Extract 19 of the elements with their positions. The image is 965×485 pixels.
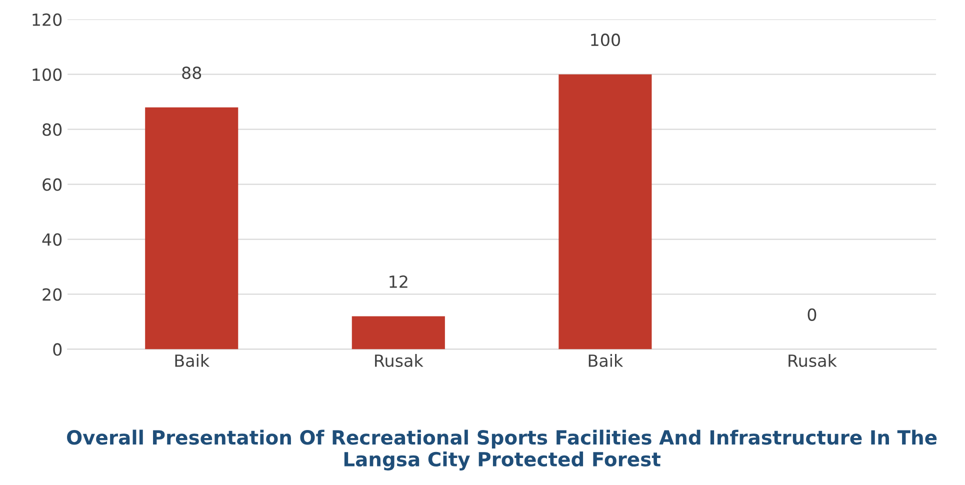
y-tick-label: 100 (32, 68, 62, 81)
x-tick-label: Baik (588, 354, 624, 367)
y-tick-label: 20 (42, 288, 62, 301)
data-label: 100 (591, 34, 620, 46)
data-label: 12 (390, 275, 408, 288)
y-tick-label: 0 (53, 343, 62, 356)
bar (145, 107, 238, 350)
x-tick-label: Baik (175, 354, 210, 367)
y-tick-label: 40 (42, 233, 62, 246)
data-label: 0 (808, 308, 816, 321)
text: Overall Presentation Of Recreational Sports Facilities And Infrastructure In The Langsa City Protected Forest (67, 430, 937, 470)
y-tick-label: 80 (42, 123, 62, 136)
x-tick-label: Rusak (375, 354, 424, 367)
bar (352, 316, 445, 350)
bar (558, 74, 652, 350)
x-tick-label: Rusak (788, 354, 837, 367)
y-tick-label: 120 (32, 13, 62, 26)
y-tick-label: 60 (42, 178, 62, 191)
data-label: 88 (182, 66, 202, 80)
